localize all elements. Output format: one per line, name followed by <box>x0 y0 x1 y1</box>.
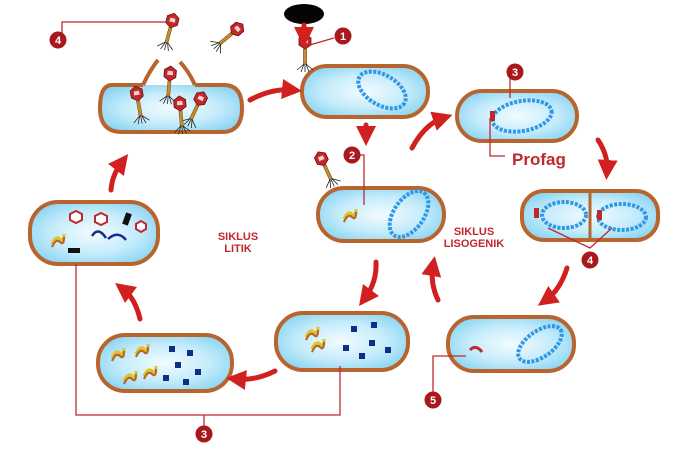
svg-text:4: 4 <box>587 255 594 267</box>
phage-injecting <box>310 147 343 191</box>
marker-step2: 2 <box>343 146 361 164</box>
cell-replication-center <box>274 311 410 372</box>
phage-attaching <box>296 33 314 73</box>
prophage-label: Profag <box>512 150 566 169</box>
daughter-chromosome-left <box>540 200 588 230</box>
phage-components <box>50 209 147 253</box>
marker-step4-top-left: 4 <box>49 31 67 49</box>
phage-free-2 <box>208 17 249 56</box>
svg-text:2: 2 <box>349 150 355 162</box>
bacterial-chromosome <box>356 69 408 111</box>
marker-step1: 1 <box>334 27 352 45</box>
excision-chromosome <box>516 324 564 364</box>
prophage-segment <box>490 111 495 121</box>
marker-step4-right: 4 <box>581 251 599 269</box>
svg-text:4: 4 <box>55 35 62 47</box>
marker-step3-bottom: 3 <box>195 425 213 443</box>
cell-replication-left <box>96 333 234 393</box>
svg-text:3: 3 <box>512 67 518 79</box>
lytic-cycle-label-line2: LITIK <box>224 243 252 255</box>
marker-step3-top: 3 <box>506 63 524 81</box>
cycle-arrows <box>107 22 618 390</box>
lysogenic-cycle-label-line2: LISOGENIK <box>444 238 505 250</box>
center-chromosome <box>387 189 431 239</box>
svg-text:3: 3 <box>201 429 207 441</box>
chromosome-with-prophage <box>490 98 554 134</box>
marker-step5: 5 <box>424 391 442 409</box>
cell-infected <box>300 64 430 119</box>
cell-phage-dna <box>316 186 446 243</box>
lytic-cycle-label-line1: SIKLUS <box>218 231 258 243</box>
source-blob <box>284 4 324 24</box>
svg-text:1: 1 <box>340 31 346 43</box>
svg-text:5: 5 <box>430 395 436 407</box>
cell-prophage <box>455 89 579 143</box>
lysogenic-cycle-label-line1: SIKLUS <box>454 226 494 238</box>
phage-free-1 <box>156 10 183 53</box>
